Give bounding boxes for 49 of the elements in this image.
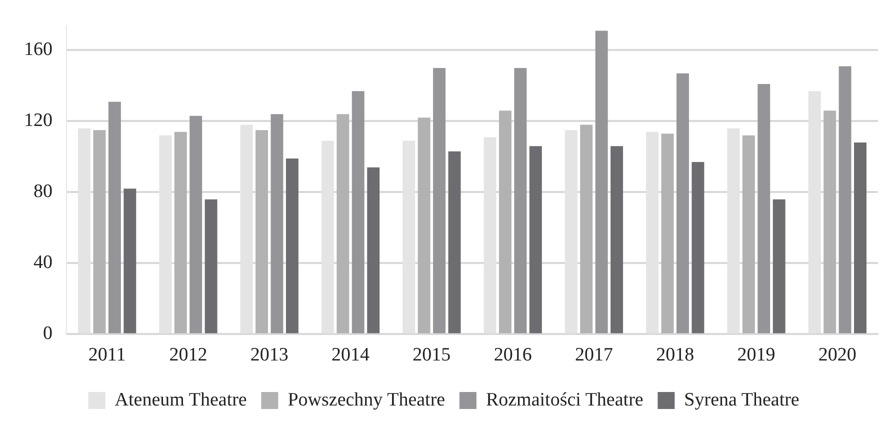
x-tick-label: 2013 bbox=[250, 344, 288, 366]
bar bbox=[93, 130, 106, 334]
x-tick-label: 2011 bbox=[88, 344, 126, 366]
legend-label: Powszechny Theatre bbox=[288, 389, 446, 410]
bar bbox=[661, 134, 674, 334]
bar bbox=[514, 68, 527, 334]
x-tick-label: 2017 bbox=[574, 344, 613, 366]
bar bbox=[286, 158, 298, 334]
bar bbox=[498, 110, 512, 334]
x-tick-label: 2015 bbox=[412, 344, 451, 366]
y-tick-label: 120 bbox=[24, 110, 52, 132]
bar bbox=[190, 116, 202, 334]
bar bbox=[595, 30, 608, 334]
x-tick-label: 2012 bbox=[169, 344, 208, 366]
bar bbox=[108, 102, 121, 334]
bar bbox=[256, 130, 268, 334]
x-tick-label: 2018 bbox=[656, 344, 694, 366]
y-tick-label: 40 bbox=[34, 252, 52, 274]
bar bbox=[418, 118, 430, 334]
legend-label: Rozmaitości Theatre bbox=[486, 389, 644, 410]
bar bbox=[352, 91, 364, 334]
bar bbox=[529, 146, 542, 334]
bar bbox=[367, 167, 380, 334]
bar bbox=[742, 135, 755, 334]
y-tick-label: 160 bbox=[24, 39, 52, 60]
bar bbox=[772, 199, 786, 334]
bar bbox=[448, 151, 461, 334]
bar bbox=[610, 146, 624, 334]
legend-label: Ateneum Theatre bbox=[114, 389, 247, 410]
bar bbox=[580, 124, 593, 334]
bar bbox=[204, 199, 218, 334]
bar bbox=[824, 110, 836, 334]
bar bbox=[758, 84, 770, 334]
x-tick-label: 2019 bbox=[737, 344, 776, 366]
bar bbox=[336, 114, 350, 334]
bar bbox=[676, 73, 689, 334]
bar bbox=[270, 114, 284, 334]
x-tick-label: 2016 bbox=[494, 344, 532, 366]
x-tick-label: 2020 bbox=[818, 344, 856, 366]
y-tick-label: 80 bbox=[34, 181, 52, 202]
bar bbox=[854, 142, 866, 334]
legend-label: Syrena Theatre bbox=[684, 389, 800, 410]
bar bbox=[174, 132, 187, 334]
bar bbox=[433, 68, 446, 334]
bar bbox=[124, 188, 136, 334]
x-tick-label: 2014 bbox=[332, 344, 370, 366]
bar bbox=[838, 66, 852, 334]
y-tick-label: 0 bbox=[43, 323, 52, 344]
bar bbox=[692, 162, 704, 334]
